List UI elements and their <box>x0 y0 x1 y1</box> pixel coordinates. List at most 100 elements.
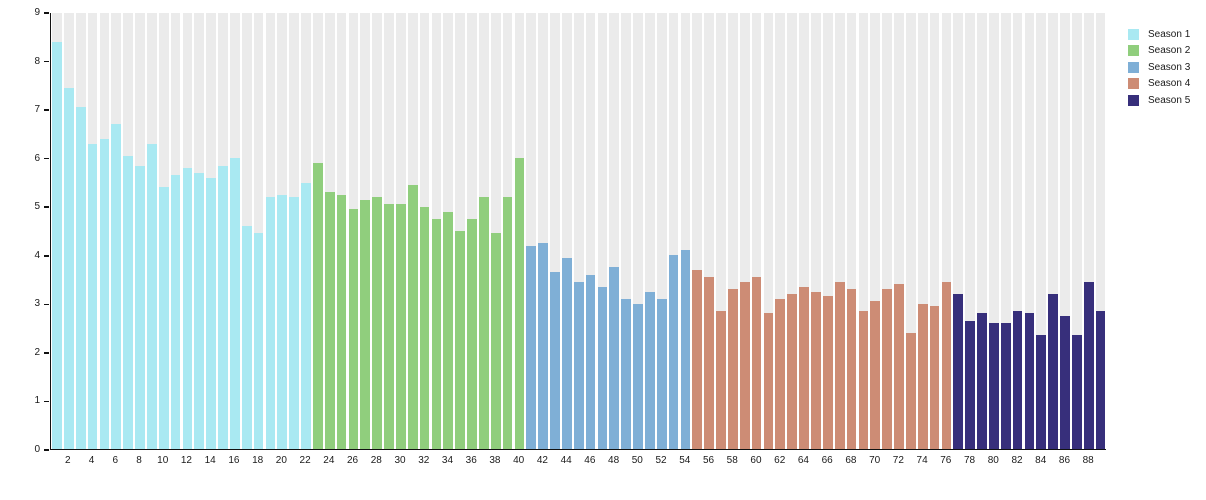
x-tick-label: 74 <box>916 455 928 466</box>
bar-background-stripe <box>538 13 549 449</box>
bar-background-stripe <box>490 13 501 449</box>
bar-column <box>727 13 739 449</box>
x-tick-label: 46 <box>584 455 596 466</box>
legend-color-swatch <box>1128 28 1139 40</box>
x-tick-label: 8 <box>136 455 142 466</box>
bar-background-stripe <box>680 13 691 449</box>
bar <box>1071 335 1082 449</box>
bar <box>443 211 454 449</box>
plot-area <box>50 13 1106 450</box>
bar-column <box>371 13 383 449</box>
bar-background-stripe <box>633 13 643 449</box>
bar <box>360 199 371 449</box>
x-tick-label: 4 <box>88 455 95 466</box>
bar <box>609 267 620 449</box>
bar-column <box>585 13 597 449</box>
bar <box>1048 293 1058 449</box>
bar-column <box>454 13 466 449</box>
legend-label: Season 5 <box>1148 94 1191 106</box>
bar-column <box>668 13 680 449</box>
bar <box>229 158 240 449</box>
bar <box>170 175 181 449</box>
bar-background-stripe <box>882 13 892 449</box>
y-tick-label: 8 <box>34 55 40 67</box>
y-tick-label: 0 <box>34 444 40 455</box>
bar-background-stripe <box>597 13 608 449</box>
bar <box>479 197 489 449</box>
bar <box>562 257 572 449</box>
x-tick-label: 28 <box>370 455 382 466</box>
bar-background-stripe <box>645 13 655 449</box>
bar <box>431 218 442 449</box>
bar-background-stripe <box>811 13 821 449</box>
bar-column <box>347 13 359 449</box>
bar-background-stripe <box>965 13 975 449</box>
bar-column <box>940 13 952 449</box>
bar-column <box>276 13 288 449</box>
legend-color-swatch <box>1128 45 1139 57</box>
bar-background-stripe <box>656 13 667 449</box>
y-tick-label: 1 <box>34 395 40 407</box>
bar <box>395 204 406 449</box>
x-tick-label: 30 <box>394 455 406 466</box>
bar <box>763 313 774 449</box>
bar-background-stripe <box>562 13 572 449</box>
plot-columns <box>51 13 1106 449</box>
bar <box>372 197 382 449</box>
x-tick-label: 56 <box>702 455 715 466</box>
bar-column <box>1059 13 1071 449</box>
x-tick-label: 48 <box>608 455 620 466</box>
bar-background-stripe <box>621 13 632 449</box>
bar-background-stripe <box>609 13 620 449</box>
bar-column <box>680 13 692 449</box>
bar-column <box>656 13 668 449</box>
bar-background-stripe <box>704 13 715 449</box>
bar <box>63 88 74 449</box>
bar <box>704 277 715 449</box>
bar-column <box>87 13 99 449</box>
x-tick-label: 14 <box>204 455 216 466</box>
bar <box>751 277 762 449</box>
bar-column <box>632 13 644 449</box>
legend-item: Season 4 <box>1128 76 1190 93</box>
x-tick-label: 2 <box>65 455 71 466</box>
bar-column <box>573 13 585 449</box>
x-tick-label: 26 <box>346 455 359 466</box>
bar-column <box>822 13 834 449</box>
legend-color-swatch <box>1128 78 1139 90</box>
x-tick-label: 32 <box>418 455 430 466</box>
bar-column <box>952 13 964 449</box>
bar <box>312 163 323 449</box>
bar-column <box>608 13 620 449</box>
bar-background-stripe <box>1083 13 1094 449</box>
bar-background-stripe <box>858 13 869 449</box>
bar-column <box>857 13 869 449</box>
bar <box>194 172 205 449</box>
bar <box>716 310 726 449</box>
x-tick-label: 24 <box>323 455 335 466</box>
bar-column <box>288 13 300 449</box>
bar-column <box>1012 13 1024 449</box>
bar <box>1012 310 1023 449</box>
bar <box>206 177 216 449</box>
bar-background-stripe <box>870 13 881 449</box>
bar <box>965 320 975 449</box>
x-tick-label: 86 <box>1058 455 1071 466</box>
bar <box>929 306 940 449</box>
bar <box>146 143 157 449</box>
bar-background-stripe <box>775 13 786 449</box>
bar-column <box>158 13 170 449</box>
bar <box>645 291 655 449</box>
x-tick-label: 16 <box>228 455 240 466</box>
x-tick-label: 6 <box>112 455 119 466</box>
legend-item: Season 3 <box>1128 59 1190 76</box>
x-tick-label: 18 <box>252 455 264 466</box>
bar <box>52 42 62 449</box>
bar-column <box>810 13 822 449</box>
bar-column <box>917 13 929 449</box>
bar-column <box>502 13 514 449</box>
bar-column <box>63 13 75 449</box>
bar-background-stripe <box>573 13 584 449</box>
bar <box>917 303 928 449</box>
bar <box>834 281 845 449</box>
